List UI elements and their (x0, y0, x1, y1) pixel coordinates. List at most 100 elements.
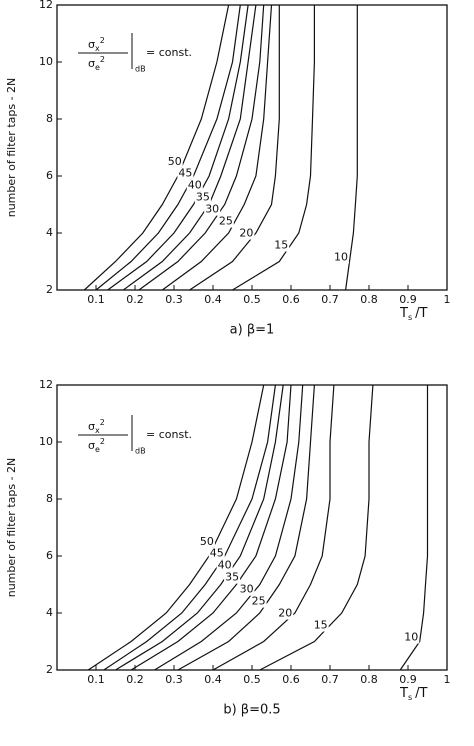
y-tick-label: 8 (46, 112, 53, 125)
x-tick-label: 1 (444, 293, 451, 306)
formula-denominator: σe2 (88, 437, 105, 454)
contour-line (189, 5, 280, 291)
contour-label: 45 (210, 547, 224, 560)
sup: 2 (100, 36, 105, 45)
y-tick-label: 6 (46, 549, 53, 562)
plot-frame (56, 4, 448, 291)
contour-label-bg (198, 535, 215, 548)
contour-label-bg (238, 227, 255, 240)
contour-label: 40 (188, 179, 202, 192)
y-axis-label: number of filter taps - 2N (5, 78, 18, 218)
contour-label-bg (273, 239, 290, 252)
sup: 2 (100, 418, 105, 427)
contour-label: 20 (239, 227, 253, 240)
x-tick-label: 0.7 (321, 293, 339, 306)
contour-line (138, 4, 265, 291)
contour-line (345, 5, 358, 291)
x-tick-label: 0.6 (282, 673, 300, 686)
contour-line (103, 384, 276, 671)
contour-label-bg (224, 571, 241, 584)
contour-label: 20 (278, 607, 292, 620)
x-tick-label: 0.5 (243, 673, 261, 686)
contour-label: 40 (218, 559, 232, 572)
x-tick-label: 0.2 (126, 293, 144, 306)
y-tick-label: 8 (46, 492, 53, 505)
contour-label-bg (216, 559, 233, 572)
y-tick-label: 10 (39, 435, 53, 448)
sigma: σ (88, 439, 95, 452)
y-axis-label: number of filter taps - 2N (5, 458, 18, 598)
contour-label: 35 (225, 571, 239, 584)
sup: 2 (100, 437, 105, 446)
x-tick-label: 0.3 (165, 673, 183, 686)
y-tick-label: 2 (46, 663, 53, 676)
contour-label: 10 (404, 631, 418, 644)
contour-line (177, 384, 315, 671)
contour-label-bg (208, 547, 225, 560)
contour-label-bg (333, 251, 350, 264)
contour-label-bg (250, 595, 267, 608)
sub: e (95, 63, 100, 72)
formula-rest: = const. (146, 428, 192, 441)
contour-line (259, 384, 374, 671)
contour-line (161, 4, 273, 291)
x-label-sub: s (408, 693, 412, 702)
x-tick-label: 0.1 (87, 673, 105, 686)
x-tick-label: 0.4 (204, 673, 222, 686)
contour-label: 10 (334, 251, 348, 264)
y-tick-label: 2 (46, 283, 53, 296)
x-tick-label: 0.9 (399, 673, 417, 686)
x-tick-label: 0.2 (126, 673, 144, 686)
sigma: σ (88, 38, 95, 51)
contour-label-bg (238, 583, 255, 596)
contour-label-bg (186, 179, 203, 192)
subtitle: b) β=0.5 (223, 703, 280, 718)
formula-rest: = const. (146, 46, 192, 59)
contour-line (122, 4, 257, 291)
contour-label-bg (403, 631, 420, 644)
x-tick-label: 0.8 (360, 673, 378, 686)
formula-denominator: σe2 (88, 55, 105, 72)
contour-label-bg (217, 215, 234, 228)
y-tick-label: 4 (46, 226, 53, 239)
contour-label-bg (204, 203, 221, 216)
contour-line (130, 384, 292, 671)
x-axis-label: Ts/T (399, 686, 428, 702)
contour-label: 30 (205, 203, 219, 216)
x-tick-label: 0.7 (321, 673, 339, 686)
x-label-t: T (399, 306, 408, 321)
x-tick-label: 0.1 (87, 293, 105, 306)
contour-label-bg (194, 191, 211, 204)
contour-label: 30 (240, 583, 254, 596)
y-tick-label: 6 (46, 169, 53, 182)
y-tick-label: 4 (46, 606, 53, 619)
formula-numerator: σx2 (88, 418, 105, 435)
x-tick-label: 0.3 (165, 293, 183, 306)
sub: x (95, 426, 100, 435)
contour-label-bg (277, 607, 294, 620)
x-label-sub: s (408, 313, 412, 322)
sup: 2 (100, 55, 105, 64)
x-label-t: T (399, 686, 408, 701)
formula-sub: dB (135, 447, 146, 456)
contour-label: 50 (200, 535, 214, 548)
formula-numerator: σx2 (88, 36, 105, 53)
y-tick-label: 12 (39, 0, 53, 11)
x-label-rest: /T (415, 686, 427, 701)
y-tick-label: 10 (39, 55, 53, 68)
contour-line (83, 4, 230, 291)
contour-label: 45 (178, 167, 192, 180)
sigma: σ (88, 420, 95, 433)
contour-line (154, 384, 304, 671)
subtitle: a) β=1 (230, 323, 275, 338)
contour-line (212, 384, 335, 671)
y-tick-label: 12 (39, 378, 53, 391)
contour-label: 25 (252, 595, 266, 608)
sub: e (95, 445, 100, 454)
contour-line (232, 5, 315, 291)
contour-label: 25 (219, 215, 233, 228)
contour-line (87, 384, 265, 671)
contour-label-bg (312, 619, 329, 632)
x-tick-label: 0.6 (282, 293, 300, 306)
